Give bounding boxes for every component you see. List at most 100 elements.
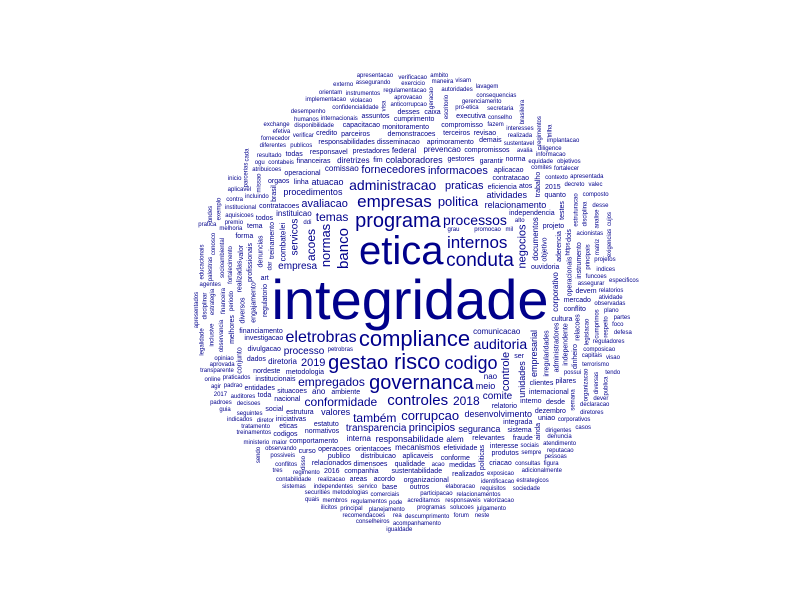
word: premio <box>224 219 244 226</box>
word: terrorismo <box>582 362 610 369</box>
word: prevencao <box>423 145 461 155</box>
word: 2017 <box>213 391 228 398</box>
word: principal <box>340 505 363 512</box>
word: rea <box>393 513 402 520</box>
word: auditoria <box>473 336 528 353</box>
word: observando <box>265 446 297 453</box>
word: integrada <box>503 419 533 427</box>
word: garantir <box>479 158 504 166</box>
word: cumprimos <box>594 308 601 339</box>
word: financeira <box>220 288 227 315</box>
word: financiamento <box>239 328 283 336</box>
word: fornecedor <box>261 135 290 142</box>
word: indices <box>596 267 616 274</box>
word: compromisso <box>441 121 483 129</box>
word: operacoes <box>318 446 351 454</box>
word: observancia <box>219 319 226 352</box>
word: financeiras <box>296 158 331 166</box>
word: lavagem <box>475 84 499 91</box>
word: relacoes <box>574 314 582 342</box>
word: regulamentos <box>350 498 387 505</box>
word: metodologias <box>332 489 369 496</box>
word: também <box>353 410 397 425</box>
word: relevantes <box>472 434 505 442</box>
word: valorizacao <box>483 497 514 504</box>
word: consequencias <box>476 93 517 100</box>
word: ilicitos <box>320 505 338 512</box>
word: praticados <box>222 375 251 382</box>
word: ogu <box>254 160 265 166</box>
word: fazem <box>487 122 504 129</box>
word: comerciais <box>370 492 400 499</box>
word: internacionais <box>320 116 358 123</box>
word: diretor <box>256 417 274 424</box>
word: interna <box>346 434 372 444</box>
word: ainda <box>535 422 543 440</box>
word: entidades <box>244 384 275 392</box>
word: eticas <box>279 423 298 431</box>
word: dezembro <box>534 408 566 416</box>
word: legislacao <box>584 318 591 345</box>
word: servicos <box>289 218 301 256</box>
word: brasil <box>271 185 279 202</box>
word: conforme <box>440 455 470 463</box>
word: diretrizes <box>337 155 370 165</box>
word: grau <box>447 226 460 233</box>
word: atividade <box>598 295 623 302</box>
word: agir <box>210 383 221 390</box>
word: instrumentos <box>345 90 381 97</box>
word: conselheiros <box>355 519 390 526</box>
word: corporativo <box>550 272 560 313</box>
word: dimensoes <box>353 460 388 468</box>
word: independencia <box>509 210 555 218</box>
word: publico <box>327 453 351 461</box>
word: responsavel <box>309 149 348 157</box>
word: operacionais <box>566 256 574 297</box>
word: anticorrupcao <box>390 102 427 109</box>
word: possiveis <box>270 453 296 460</box>
word: denuncia <box>547 434 572 441</box>
word: requisitos <box>480 485 506 492</box>
word: compromissos <box>464 147 510 155</box>
word: composicao <box>583 347 616 354</box>
word: internacional <box>529 388 569 396</box>
word: atribuicoes <box>252 167 282 174</box>
word: verificar <box>292 132 314 139</box>
word: pessoas <box>544 454 567 461</box>
word: areas <box>349 476 368 484</box>
word: companhia <box>344 468 379 476</box>
word: apresentados <box>193 291 200 328</box>
word: acreditamos <box>407 498 441 505</box>
word: dinheiro <box>572 344 580 370</box>
word: principais <box>586 244 593 270</box>
word: conselho <box>488 115 513 122</box>
word: publica <box>603 376 610 396</box>
word: treinamentos <box>236 430 272 437</box>
word: recomendacoes <box>342 513 386 520</box>
word: assegurar <box>577 280 605 287</box>
word: disso <box>300 455 307 470</box>
word: disciplinar <box>202 292 209 320</box>
word: eficiencia <box>487 184 517 192</box>
word: diversas <box>594 371 601 394</box>
word: independente <box>562 323 570 367</box>
word: brasileira <box>520 99 527 125</box>
word: assuntos <box>361 112 390 120</box>
word: publicos <box>290 142 313 149</box>
word: outros <box>409 484 430 492</box>
word: administracao <box>349 177 437 194</box>
word: iniciativas <box>275 416 307 424</box>
word: integridade <box>271 268 549 331</box>
word: credito <box>316 130 338 138</box>
word: curso <box>298 448 316 456</box>
word: adicionalmente <box>521 467 562 474</box>
word: desenvolvimento <box>464 409 532 420</box>
word: colaboradores <box>385 154 443 165</box>
word: missao <box>256 173 263 193</box>
word: nacional <box>274 396 301 404</box>
word: contra <box>226 197 243 204</box>
word: descumprimento <box>404 513 450 520</box>
word: efetividade <box>443 445 478 453</box>
word: desde <box>545 399 566 407</box>
word: aplicacao <box>493 167 524 175</box>
